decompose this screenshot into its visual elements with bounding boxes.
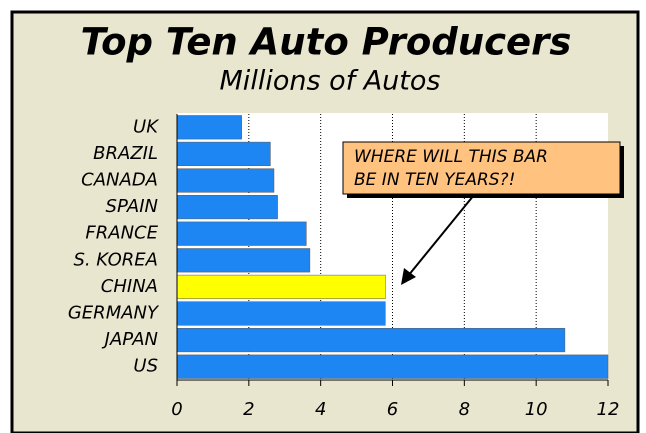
annotation-arrowhead bbox=[401, 268, 416, 285]
chart-title: Top Ten Auto Producers bbox=[81, 21, 572, 64]
bar bbox=[176, 195, 278, 220]
bar bbox=[176, 328, 566, 353]
y-tick-label: GERMANY bbox=[68, 303, 160, 324]
chart-subtitle: Millions of Autos bbox=[220, 66, 441, 97]
y-tick-label: SPAIN bbox=[106, 196, 158, 217]
bar bbox=[176, 301, 386, 326]
bar bbox=[176, 168, 275, 193]
y-tick-label: BRAZIL bbox=[93, 143, 158, 164]
x-tick-label: 10 bbox=[525, 399, 548, 420]
x-tick-label: 2 bbox=[243, 399, 254, 420]
y-tick-label: FRANCE bbox=[85, 223, 158, 244]
y-tick-label: JAPAN bbox=[102, 329, 158, 350]
x-tick-label: 4 bbox=[315, 399, 326, 420]
annotation-text: BE IN TEN YEARS?! bbox=[354, 170, 515, 190]
bar bbox=[176, 248, 311, 273]
bar bbox=[176, 141, 271, 166]
x-tick-label: 8 bbox=[459, 399, 470, 420]
bar bbox=[176, 274, 386, 299]
bar bbox=[176, 115, 242, 140]
x-tick-label: 0 bbox=[171, 399, 182, 420]
annotation-box bbox=[342, 141, 621, 195]
bar bbox=[176, 354, 609, 379]
bar bbox=[176, 221, 307, 246]
x-tick-label: 6 bbox=[387, 399, 398, 420]
y-tick-label: S. KOREA bbox=[73, 249, 158, 270]
x-tick-label: 12 bbox=[597, 399, 620, 420]
y-tick-label: UK bbox=[133, 116, 159, 137]
y-tick-label: CANADA bbox=[81, 170, 158, 191]
y-tick-label: CHINA bbox=[101, 276, 158, 297]
annotation-text: WHERE WILL THIS BAR bbox=[354, 147, 548, 167]
y-tick-label: US bbox=[133, 356, 158, 377]
annotation-arrow bbox=[407, 194, 475, 277]
